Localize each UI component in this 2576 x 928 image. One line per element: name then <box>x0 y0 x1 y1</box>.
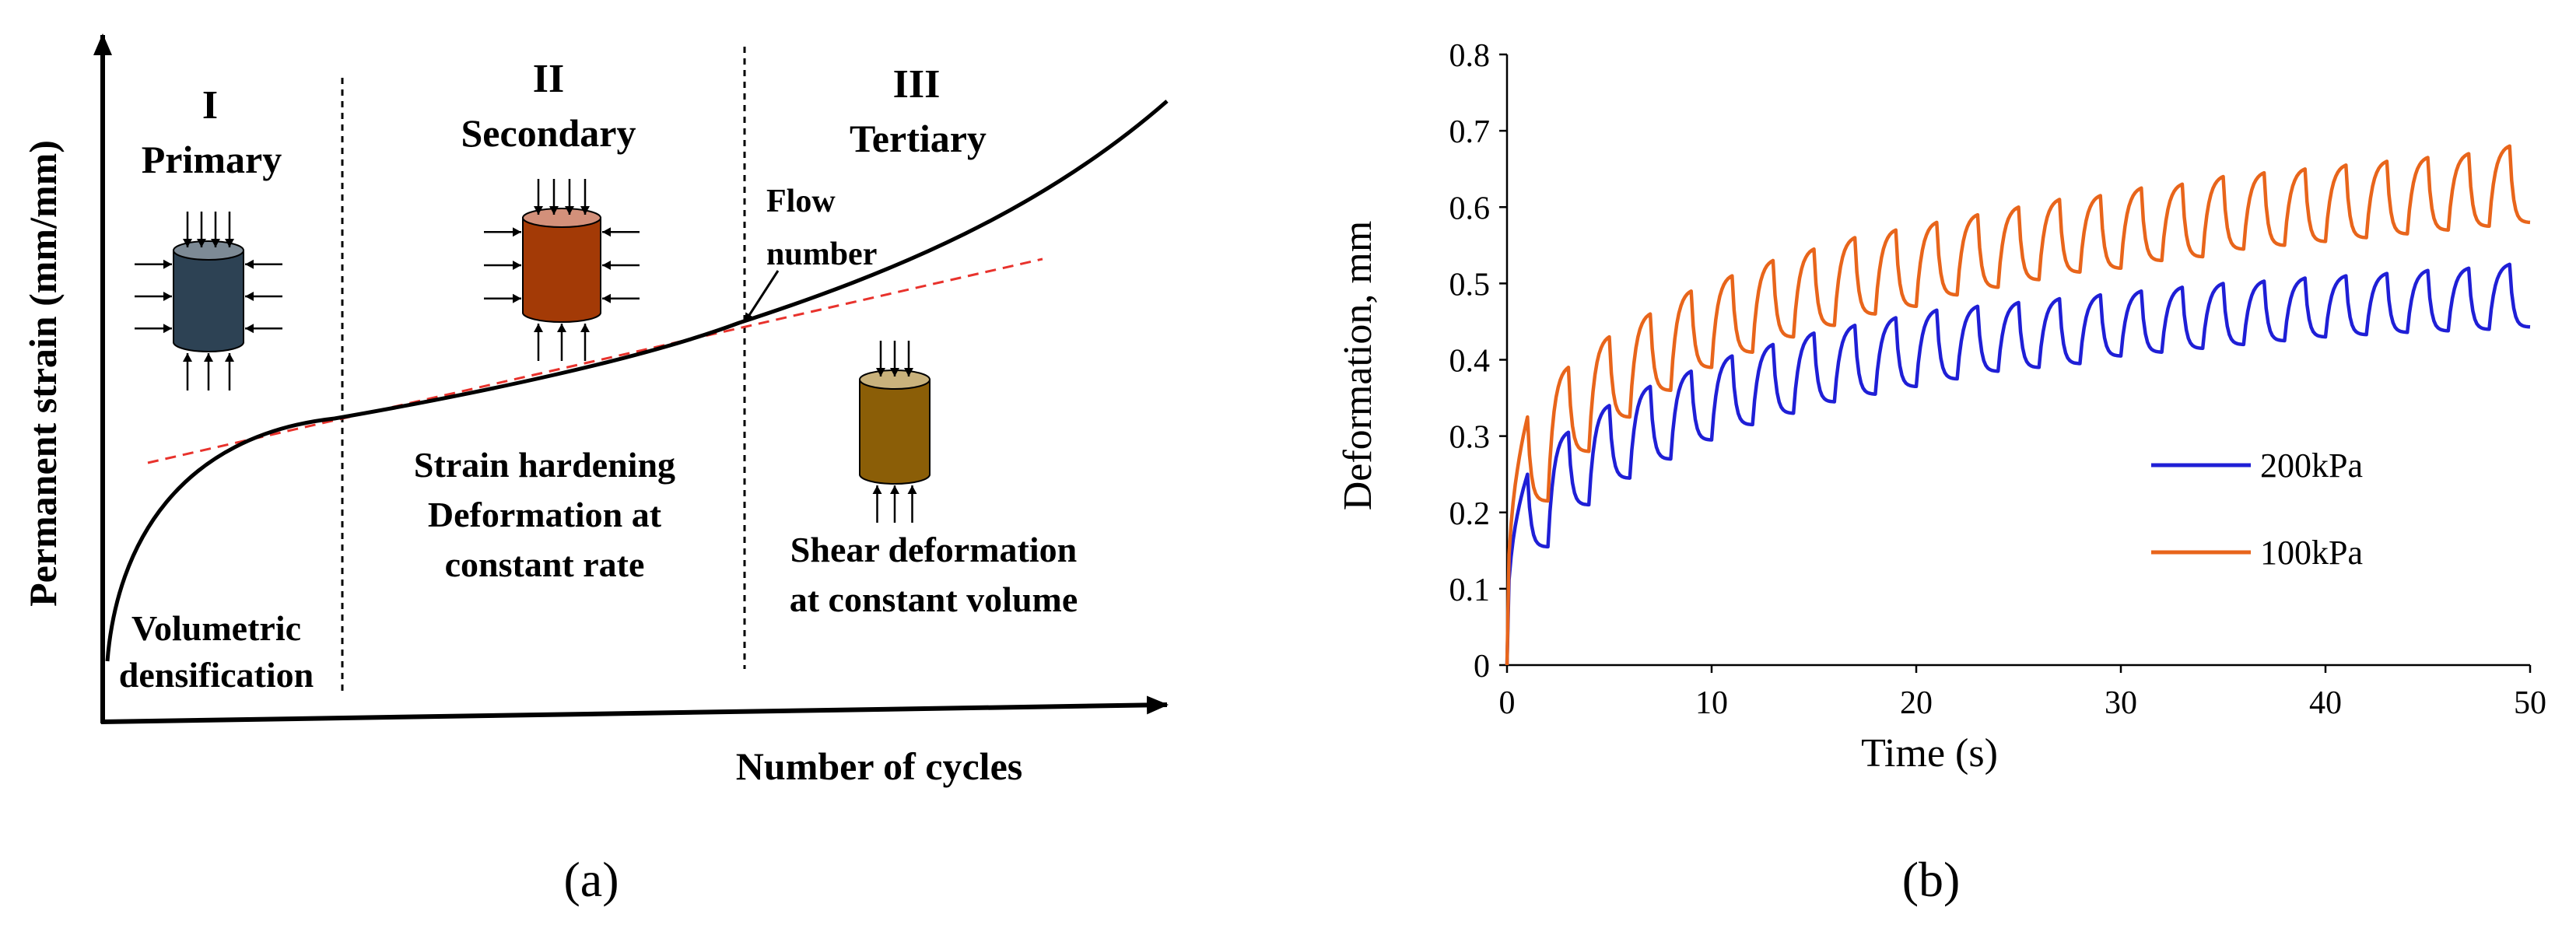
specimen-icons <box>135 179 931 523</box>
stage-2-description-line-3: constant rate <box>445 545 645 584</box>
permanent-strain-curve <box>105 100 1169 662</box>
tangent-line <box>147 257 1043 464</box>
stage-3-numeral: III <box>893 62 941 107</box>
stage-2-name: Secondary <box>461 111 636 155</box>
panel-b-chart: 0 0.1 0.2 0.3 0.4 0.5 0.6 0.7 0.8 0 10 20 30 40 50 200… <box>1336 38 2546 776</box>
stage-1-name: Primary <box>142 138 282 181</box>
stage-2-description-line-2: Deformation at <box>428 495 662 534</box>
panel-a-diagram: Permanent strain (mm/mm) Number of cycle… <box>21 33 1169 788</box>
y-tick-label: 0 <box>1474 649 1490 685</box>
chart-axes: 0 0.1 0.2 0.3 0.4 0.5 0.6 0.7 0.8 0 10 20 30 40 50 <box>1449 38 2547 721</box>
series-line-200kPa <box>1505 262 2531 666</box>
x-tick-label: 20 <box>1900 685 1933 721</box>
y-tick-label: 0.3 <box>1449 420 1491 456</box>
y-tick-label: 0.7 <box>1449 114 1491 150</box>
flow-number-label-line-1: Flow <box>766 184 836 219</box>
y-tick-label: 0.8 <box>1449 38 1491 74</box>
x-tick-label: 10 <box>1695 685 1728 721</box>
chart-x-axis-label: Time (s) <box>1861 731 1998 776</box>
y-tick-label: 0.4 <box>1449 344 1491 380</box>
stage-1-description-line-2: densification <box>119 655 314 695</box>
x-tick-label: 40 <box>2309 685 2342 721</box>
chart-legend: 200kPa 100kPa <box>2151 446 2363 572</box>
diagram-y-axis-label: Permanent strain (mm/mm) <box>21 140 65 607</box>
stage-3-description-line-1: Shear deformation <box>790 530 1077 569</box>
x-tick-label: 0 <box>1499 685 1516 721</box>
x-tick-label: 50 <box>2514 685 2546 721</box>
stage-2-numeral: II <box>533 57 564 101</box>
diagram-x-axis <box>100 695 1169 724</box>
stage-1-description-line-1: Volumetric <box>131 608 301 648</box>
legend-label-100kPa: 100kPa <box>2260 534 2363 572</box>
chart-series-group <box>1505 144 2531 666</box>
x-tick-label: 30 <box>2105 685 2137 721</box>
stage-1-numeral: I <box>202 83 218 128</box>
y-tick-label: 0.2 <box>1449 496 1491 532</box>
y-tick-label: 0.6 <box>1449 191 1491 226</box>
panel-label-b: (b) <box>1902 852 1961 907</box>
tertiary-specimen-icon <box>859 341 931 523</box>
secondary-specimen-icon <box>484 179 640 361</box>
stage-3-description-line-2: at constant volume <box>790 580 1078 619</box>
stage-3-name: Tertiary <box>850 117 987 160</box>
flow-number-arrow <box>744 270 780 323</box>
y-tick-label: 0.5 <box>1449 267 1491 303</box>
chart-y-axis-label: Deformation, mm <box>1336 221 1380 511</box>
series-line-100kPa <box>1505 144 2531 666</box>
primary-specimen-icon <box>135 212 282 390</box>
y-tick-label: 0.1 <box>1449 573 1491 608</box>
diagram-x-axis-label: Number of cycles <box>736 744 1022 788</box>
flow-number-label-line-2: number <box>766 236 877 272</box>
stage-2-description-line-1: Strain hardening <box>414 445 675 485</box>
panel-label-a: (a) <box>563 852 619 907</box>
legend-label-200kPa: 200kPa <box>2260 446 2363 485</box>
